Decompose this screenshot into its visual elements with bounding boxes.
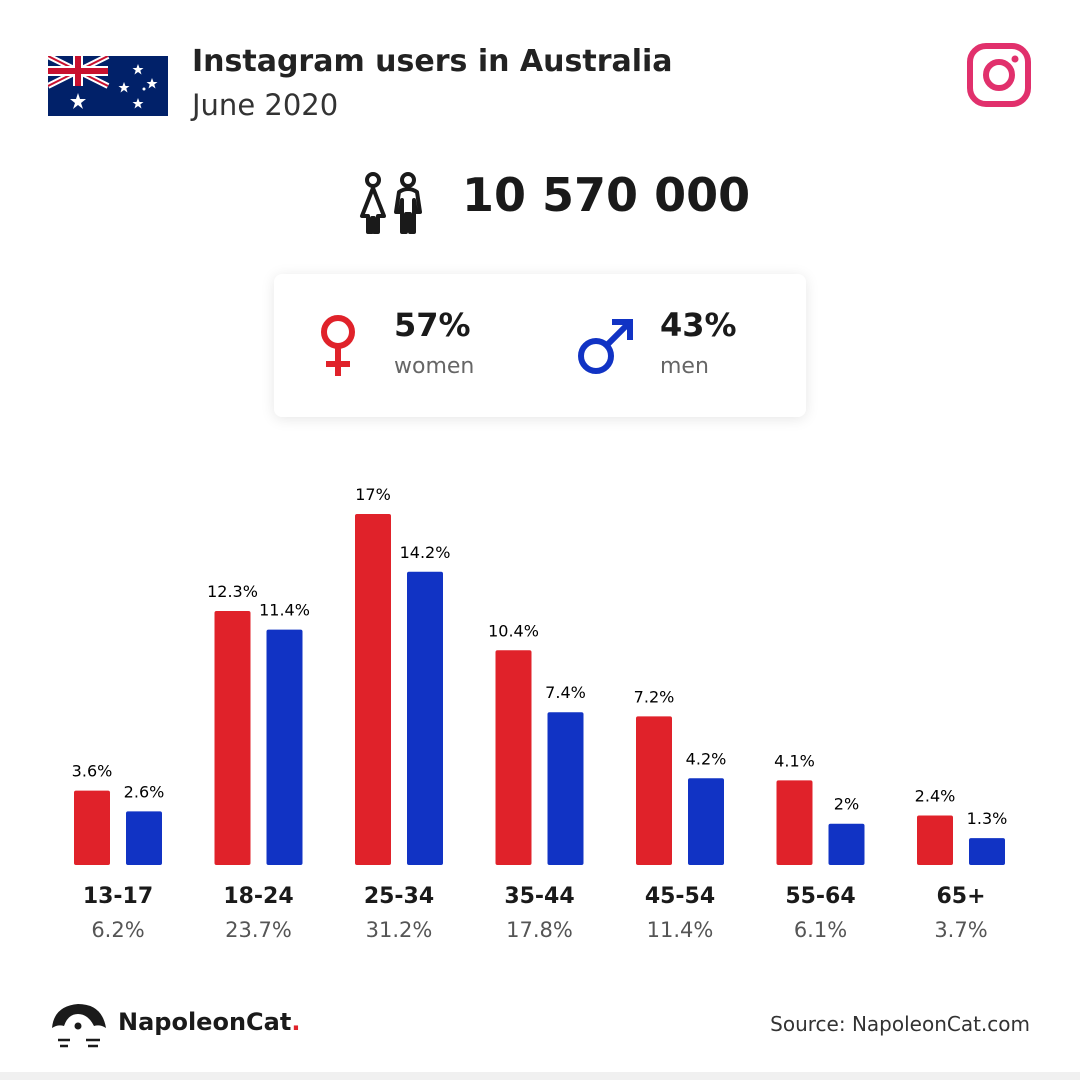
women-percentage: 57% — [394, 306, 471, 344]
data-label-55-64-series-1: 2% — [834, 795, 859, 814]
age-group-label: 35-44 — [504, 884, 575, 909]
age-group-total: 3.7% — [934, 918, 988, 942]
bar-13-17-series-0 — [74, 790, 110, 865]
source-text: Source: NapoleonCat.com — [770, 1012, 1030, 1036]
bar-25-34-series-1 — [407, 571, 443, 865]
page-subtitle: June 2020 — [192, 88, 339, 122]
age-group-label: 18-24 — [223, 884, 294, 909]
bar-25-34-series-0 — [355, 514, 391, 865]
bar-55-64-series-0 — [776, 780, 813, 865]
data-label-45-54-series-0: 7.2% — [634, 687, 675, 706]
data-label-45-54-series-1: 4.2% — [686, 749, 727, 768]
bar-65+-series-0 — [917, 815, 953, 865]
data-label-35-44-series-0: 10.4% — [488, 621, 539, 640]
data-label-65+-series-1: 1.3% — [967, 809, 1008, 828]
australia-flag-icon — [46, 53, 168, 116]
data-label-35-44-series-1: 7.4% — [545, 683, 586, 702]
men-label: men — [660, 354, 709, 379]
data-label-65+-series-0: 2.4% — [915, 786, 956, 805]
data-label-13-17-series-1: 2.6% — [124, 782, 165, 801]
age-group-total: 11.4% — [646, 918, 714, 942]
users-couple-icon — [356, 170, 430, 236]
age-group-total: 6.2% — [91, 918, 145, 942]
footer-strip — [0, 1072, 1080, 1080]
bar-18-24-series-0 — [214, 611, 251, 865]
bar-13-17-series-1 — [126, 811, 162, 865]
data-label-55-64-series-0: 4.1% — [774, 751, 815, 770]
age-group-label: 13-17 — [82, 884, 154, 909]
bar-45-54-series-0 — [636, 716, 672, 865]
age-group-total: 31.2% — [365, 918, 433, 942]
instagram-icon — [966, 42, 1032, 108]
bar-45-54-series-1 — [688, 778, 724, 865]
age-gender-bar-chart: 3.6% 2.6% 12.3%11.4% 17% 14.2% 10.4% 7.4% 7.2% 4… — [72, 485, 1008, 865]
age-group-label: 45-54 — [644, 884, 716, 909]
bar-55-64-series-1 — [828, 823, 865, 865]
bar-35-44-series-1 — [547, 712, 584, 865]
data-label-13-17-series-0: 3.6% — [72, 762, 113, 781]
page-title: Instagram users in Australia — [192, 44, 673, 79]
men-percentage: 43% — [660, 306, 737, 344]
age-group-label: 55-64 — [785, 884, 856, 909]
bar-18-24-series-1 — [266, 629, 303, 865]
age-group-label: 65+ — [936, 884, 986, 909]
age-group-total: 23.7% — [225, 918, 292, 942]
bar-35-44-series-0 — [495, 650, 532, 865]
data-label-25-34-series-1: 14.2% — [400, 543, 451, 562]
gender-card: 57% women 43% men — [274, 274, 806, 417]
female-symbol-icon — [318, 314, 358, 378]
data-label-18-24-series-0: 12.3% — [207, 582, 258, 601]
data-label-18-24-series-1: 11.4% — [259, 601, 310, 620]
age-group-total: 6.1% — [793, 918, 848, 942]
women-label: women — [394, 354, 475, 379]
total-users-value: 10 570 000 — [462, 168, 751, 222]
age-group-total: 17.8% — [506, 918, 573, 942]
bar-65+-series-1 — [969, 838, 1005, 865]
age-group-label: 25-34 — [363, 884, 435, 909]
brand-name: NapoleonCat. — [118, 1008, 301, 1036]
napoleoncat-logo-icon — [48, 1000, 110, 1050]
male-symbol-icon — [576, 318, 634, 376]
data-label-25-34-series-0: 17% — [355, 485, 391, 504]
